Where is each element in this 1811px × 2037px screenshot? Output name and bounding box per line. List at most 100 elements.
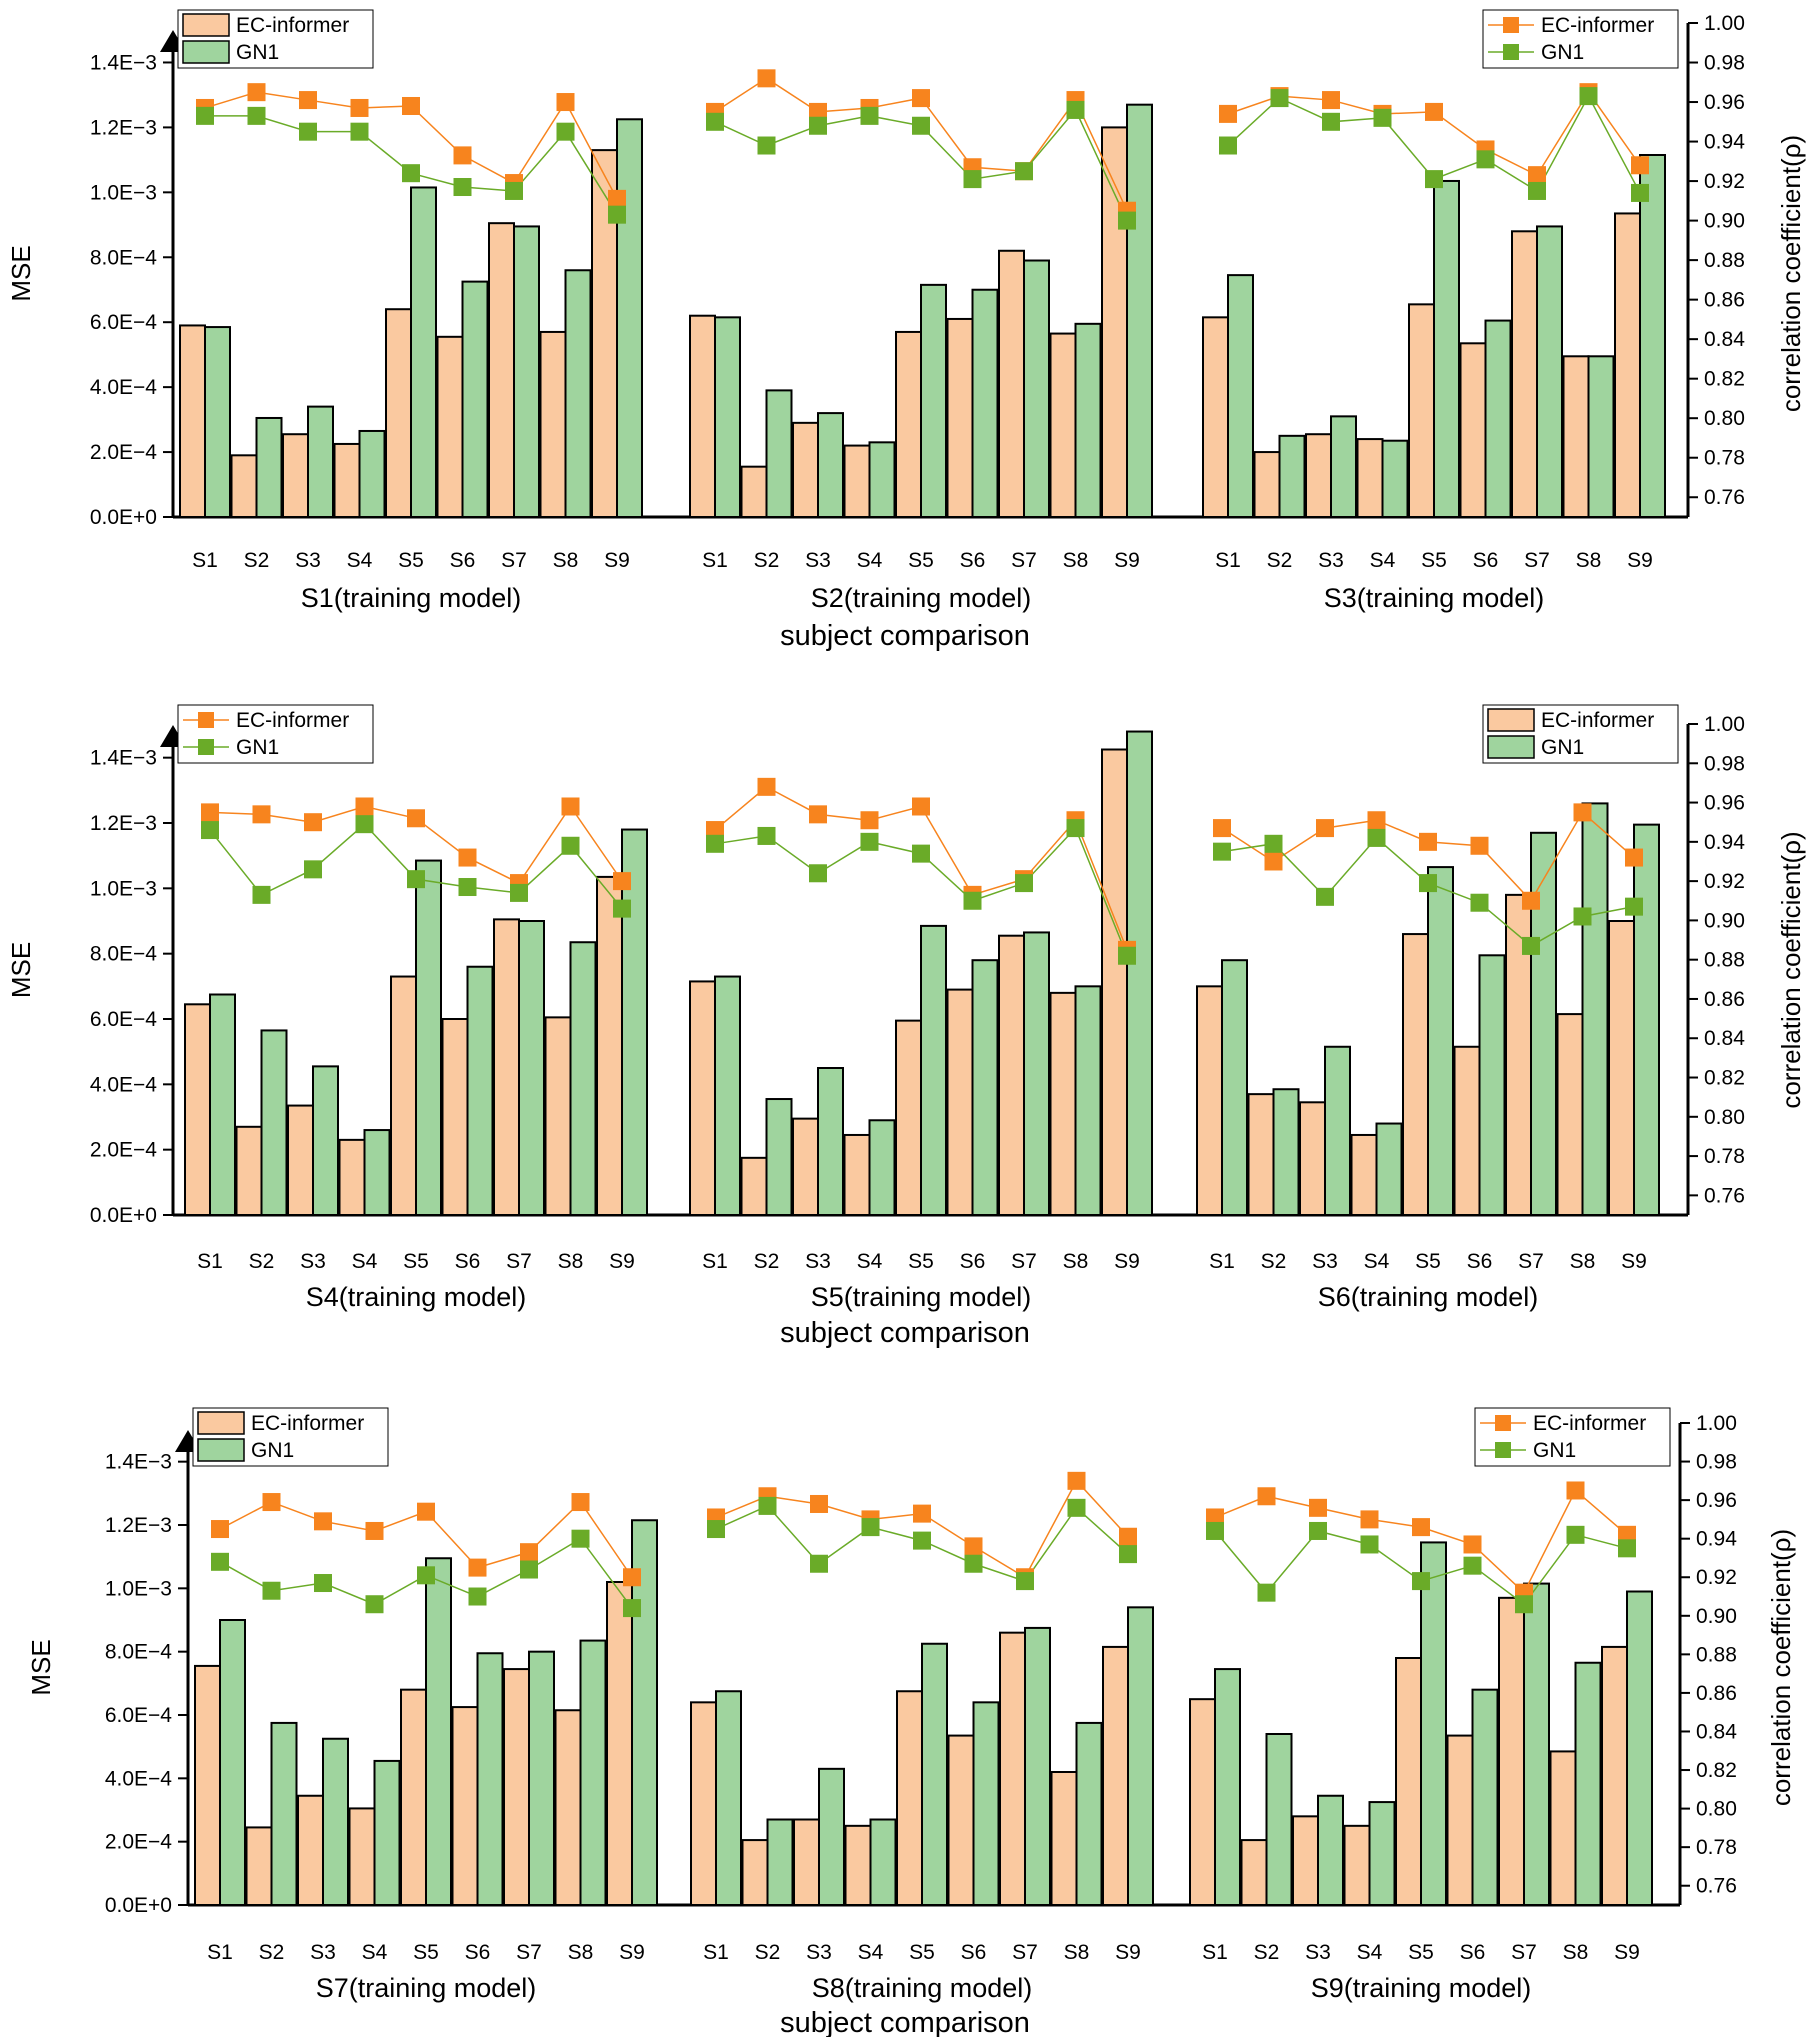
x-tick-label: S8 bbox=[1570, 1250, 1596, 1273]
x-tick-label: S8 bbox=[568, 1941, 594, 1964]
ec-informer-bar bbox=[1350, 1133, 1378, 1217]
gn1-bar bbox=[817, 412, 844, 518]
gn1-point bbox=[913, 1531, 931, 1550]
gn1-point bbox=[1470, 893, 1489, 912]
gn1-point bbox=[623, 1599, 641, 1618]
x-tick-label: S4 bbox=[857, 549, 883, 572]
ec-informer-bar bbox=[282, 433, 309, 518]
x-tick-label: S1 bbox=[192, 549, 218, 572]
gn1-point bbox=[571, 1529, 590, 1548]
group-S9: S1 S2 S3 S4 S5 S6 S7 S8 S9 S9(training model) bbox=[1189, 1481, 1653, 2003]
ec-informer-point bbox=[355, 797, 374, 816]
group-title: S2(training model) bbox=[811, 583, 1032, 613]
gn1-point bbox=[964, 1554, 983, 1573]
y2-tick-label: 0.86 bbox=[1704, 988, 1745, 1011]
gn1-bar bbox=[209, 993, 236, 1216]
ec-informer-point bbox=[247, 83, 266, 102]
x-tick-label: S7 bbox=[516, 1941, 542, 1964]
gn1-bar bbox=[920, 283, 947, 519]
gn1-bar bbox=[1484, 319, 1512, 518]
gn1-bar bbox=[869, 1818, 897, 1906]
gn1-point bbox=[1119, 1545, 1137, 1564]
gn1-point bbox=[1476, 150, 1495, 169]
x-tick-label: S9 bbox=[1627, 549, 1653, 572]
gn1-bar bbox=[1317, 1794, 1344, 1906]
x-axis-label: subject comparison bbox=[780, 2007, 1030, 2037]
group-title: S3(training model) bbox=[1324, 583, 1545, 613]
ec-informer-point bbox=[556, 93, 575, 112]
ec-informer-point bbox=[262, 1493, 281, 1512]
y-tick-label: 0.0E+0 bbox=[105, 1894, 172, 1917]
legend-label: EC-informer bbox=[236, 14, 349, 37]
gn1-bar bbox=[363, 1129, 391, 1216]
ec-informer-bar bbox=[554, 1709, 582, 1906]
gn1-bar bbox=[971, 959, 999, 1217]
gn1-bar bbox=[1227, 274, 1254, 518]
gn1-bar bbox=[255, 416, 283, 518]
ec-informer-bar bbox=[338, 1138, 366, 1217]
y2-axis-label: correlation coefficient(ρ) bbox=[1776, 135, 1806, 412]
gn1-bar bbox=[270, 1721, 298, 1906]
ec-informer-point bbox=[613, 872, 631, 891]
group-title: S4(training model) bbox=[306, 1282, 527, 1312]
gn1-point bbox=[407, 870, 425, 889]
gn1-point bbox=[196, 106, 214, 125]
x-tick-label: S7 bbox=[1012, 1941, 1038, 1964]
group-title: S9(training model) bbox=[1311, 1973, 1532, 2003]
x-tick-label: S2 bbox=[1254, 1941, 1280, 1964]
gn1-bar bbox=[415, 859, 442, 1216]
ec-informer-bar bbox=[596, 875, 623, 1217]
x-tick-label: S7 bbox=[1524, 549, 1550, 572]
y2-tick-label: 0.94 bbox=[1704, 131, 1745, 154]
ec-informer-bar bbox=[1408, 303, 1435, 518]
gn1-point bbox=[758, 1496, 777, 1515]
legend-line-top-left: EC-informer GN1 bbox=[177, 704, 374, 764]
gn1-bar bbox=[1478, 954, 1506, 1216]
gn1-point bbox=[1257, 1583, 1276, 1602]
ec-informer-point bbox=[1257, 1487, 1276, 1506]
gn1-bar bbox=[1126, 103, 1153, 518]
legend-label: GN1 bbox=[236, 41, 279, 64]
group-S8: S1 S2 S3 S4 S5 S6 S7 S8 S9 S8(training model) bbox=[690, 1471, 1154, 2003]
gn1-point bbox=[1573, 907, 1592, 926]
ec-informer-point bbox=[1412, 1518, 1430, 1537]
ec-informer-bar bbox=[488, 222, 515, 518]
ec-informer-bar bbox=[792, 1117, 819, 1216]
y-tick-label: 1.2E−3 bbox=[90, 116, 157, 139]
ec-informer-bar bbox=[1556, 1013, 1584, 1216]
gn1-legend-marker bbox=[1495, 1442, 1511, 1458]
group-S7: S1 S2 S3 S4 S5 S6 S7 S8 S9 S7(training model) bbox=[194, 1493, 658, 2003]
y-tick-label: 2.0E−4 bbox=[105, 1831, 172, 1854]
gn1-bar bbox=[1024, 1626, 1051, 1906]
x-tick-label: S3 bbox=[300, 1250, 326, 1273]
ec-informer-point bbox=[912, 797, 930, 816]
x-tick-label: S2 bbox=[755, 1941, 781, 1964]
ec-informer-point bbox=[964, 1537, 983, 1556]
ec-informer-point bbox=[757, 69, 776, 88]
ec-informer-point bbox=[1463, 1535, 1482, 1554]
group-S2: S1 S2 S3 S4 S5 S6 S7 S8 S9 S2(training model) bbox=[689, 69, 1153, 613]
ec-informer-legend-marker bbox=[1495, 1415, 1511, 1431]
gn1-bar bbox=[204, 326, 231, 518]
gn1-point bbox=[262, 1581, 281, 1600]
gn1-bar bbox=[1626, 1590, 1653, 1906]
gn1-bar bbox=[1530, 831, 1557, 1216]
x-tick-label: S6 bbox=[1473, 549, 1499, 572]
y-tick-label: 1.4E−3 bbox=[105, 1451, 172, 1474]
gn1-bar bbox=[564, 269, 592, 518]
gn1-point bbox=[1118, 946, 1136, 965]
ec-informer-bar bbox=[1498, 1596, 1525, 1907]
x-tick-label: S6 bbox=[1467, 1250, 1493, 1273]
group-S5: S1 S2 S3 S4 S5 S6 S7 S8 S9 S5(training model) bbox=[689, 730, 1153, 1312]
ec-informer-point bbox=[1264, 852, 1283, 871]
x-tick-label: S8 bbox=[1576, 549, 1602, 572]
ec-informer-point bbox=[1322, 91, 1340, 110]
y-tick-label: 8.0E−4 bbox=[90, 943, 157, 966]
ec-informer-bar bbox=[385, 308, 412, 519]
ec-informer-bar bbox=[947, 1734, 975, 1907]
y-tick-label: 0.0E+0 bbox=[90, 1204, 157, 1227]
ec-informer-bar bbox=[895, 330, 922, 518]
gn1-point bbox=[757, 136, 776, 155]
ec-informer-point bbox=[458, 848, 477, 867]
x-tick-label: S4 bbox=[857, 1250, 883, 1273]
